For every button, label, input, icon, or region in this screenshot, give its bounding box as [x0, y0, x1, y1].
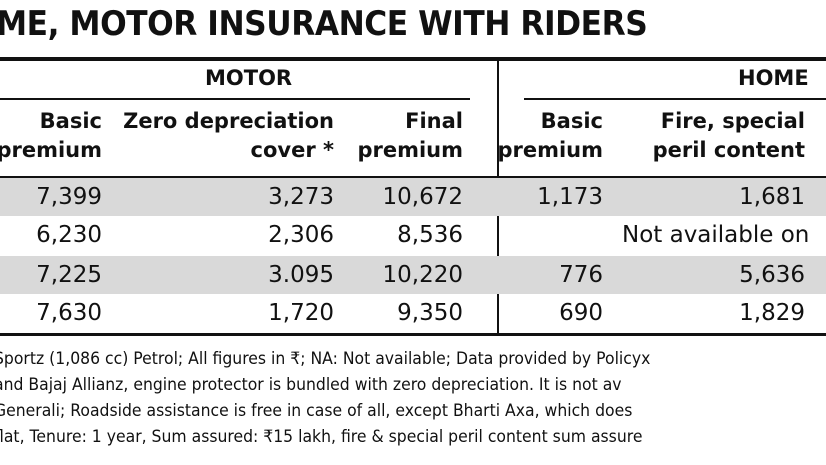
cell-fire-special-peril: 5,636	[739, 262, 805, 288]
header-home-basic-line1: Basic	[540, 109, 603, 133]
table-row: 7,630 1,720 9,350 690 1,829	[0, 294, 826, 332]
table-row: 7,399 3,273 10,672 1,173 1,681	[0, 178, 826, 216]
footnote-line: Sportz (1,086 cc) Petrol; All figures in…	[0, 349, 651, 369]
cell-basic-premium: 6,230	[36, 222, 102, 248]
page-title: ME, MOTOR INSURANCE WITH RIDERS	[0, 4, 648, 44]
header-basic-premium: Basic premium	[0, 107, 102, 165]
cell-home-basic-premium: 776	[559, 262, 603, 288]
cell-fire-special-peril: 1,829	[739, 300, 805, 326]
cell-basic-premium: 7,225	[36, 262, 102, 288]
footnote-line: and Bajaj Allianz, engine protector is b…	[0, 375, 622, 395]
header-final-premium: Final premium	[357, 107, 463, 165]
bottom-rule	[0, 333, 826, 336]
header-home-basic-premium: Basic premium	[497, 107, 603, 165]
group-label-home: HOME	[738, 66, 809, 90]
table-row: 7,225 3.095 10,220 776 5,636	[0, 256, 826, 294]
header-home-basic-line2: premium	[497, 138, 603, 162]
cell-zero-depreciation: 2,306	[268, 222, 334, 248]
cell-basic-premium: 7,630	[36, 300, 102, 326]
header-basic-line2: premium	[0, 138, 102, 162]
cell-final-premium: 10,672	[382, 184, 463, 210]
header-fire-special-peril: Fire, special peril content	[653, 107, 805, 165]
header-fire-line1: Fire, special	[660, 109, 805, 133]
header-zero-dep-line1: Zero depreciation	[123, 109, 334, 133]
cell-home-note: Not available on	[622, 222, 810, 248]
footnote-line: flat, Tenure: 1 year, Sum assured: ₹15 l…	[0, 427, 643, 447]
home-group-underline	[524, 98, 826, 100]
group-label-motor: MOTOR	[205, 66, 293, 90]
cell-home-basic-premium: 690	[559, 300, 603, 326]
header-final-line1: Final	[405, 109, 463, 133]
footnote-line: Generali; Roadside assistance is free in…	[0, 401, 633, 421]
header-basic-line1: Basic	[39, 109, 102, 133]
cell-zero-depreciation: 3.095	[268, 262, 334, 288]
header-fire-line2: peril content	[652, 138, 805, 162]
cell-final-premium: 9,350	[397, 300, 463, 326]
motor-group-underline	[0, 98, 470, 100]
cell-final-premium: 8,536	[397, 222, 463, 248]
cell-home-basic-premium: 1,173	[537, 184, 603, 210]
cell-basic-premium: 7,399	[36, 184, 102, 210]
top-rule	[0, 57, 826, 61]
cell-zero-depreciation: 3,273	[268, 184, 334, 210]
header-zero-dep-line2: cover *	[250, 138, 334, 162]
header-rule	[0, 176, 826, 178]
cell-zero-depreciation: 1,720	[268, 300, 334, 326]
header-final-line2: premium	[357, 138, 463, 162]
table-row: 6,230 2,306 8,536 Not available on	[0, 216, 826, 254]
cell-final-premium: 10,220	[382, 262, 463, 288]
header-zero-depreciation: Zero depreciation cover *	[123, 107, 334, 165]
cell-fire-special-peril: 1,681	[739, 184, 805, 210]
